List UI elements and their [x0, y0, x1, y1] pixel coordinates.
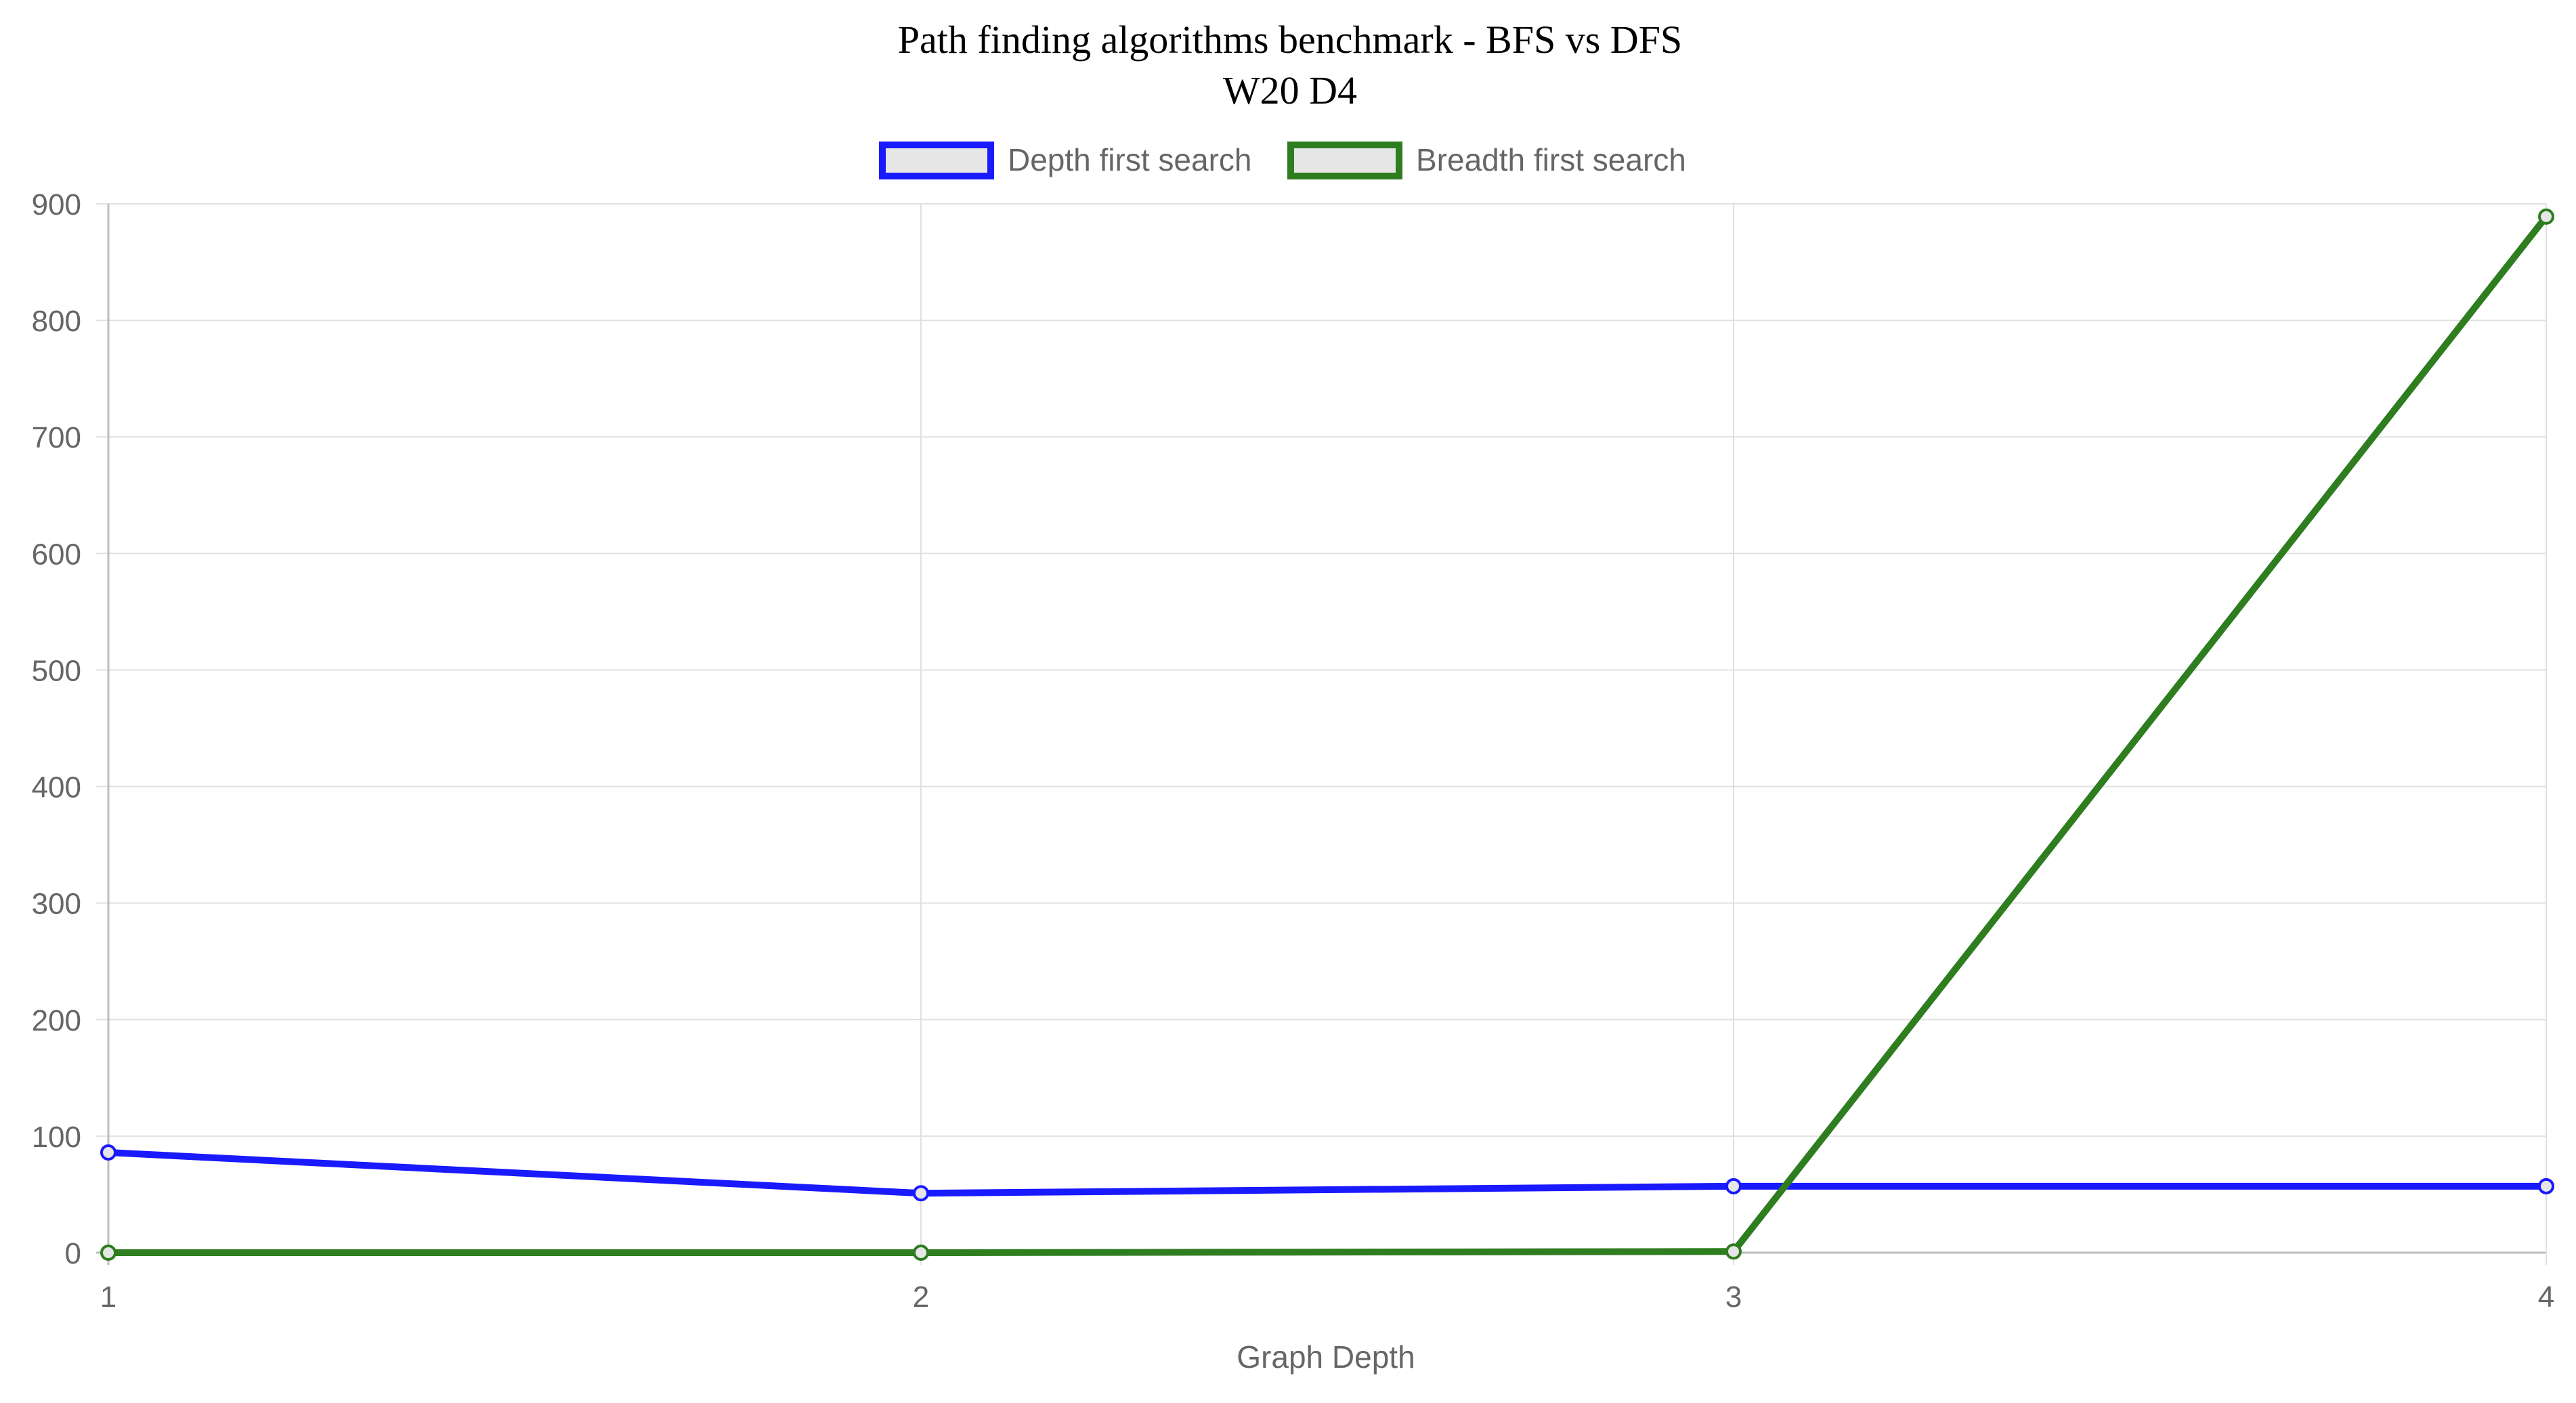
series-line-1 [105, 1148, 2550, 1197]
x-tick-label: 3 [1725, 1280, 1742, 1314]
legend-item-1[interactable]: Depth first search [879, 142, 1251, 179]
legend[interactable]: Depth first search Breadth first search [879, 142, 1686, 179]
y-tick-label: 200 [32, 1004, 81, 1037]
data-points [100, 208, 2554, 1261]
tick-labels: 0 100 200 300 400 500 600 700 800 900 1 2 3 4 [32, 188, 2555, 1314]
data-point-series-1 [913, 1185, 929, 1202]
y-tick-label: 400 [32, 771, 81, 804]
chart-title: Path finding algorithms benchmark - BFS … [898, 18, 1682, 62]
data-point-series-1 [2538, 1178, 2554, 1194]
legend-label: Depth first search [1008, 142, 1251, 177]
series-lines [105, 213, 2550, 1256]
data-point-series-2 [2538, 208, 2554, 225]
data-point-series-2 [1725, 1243, 1742, 1260]
x-axis-title: Graph Depth [1237, 1339, 1415, 1375]
y-tick-label: 700 [32, 421, 81, 454]
y-tick-label: 300 [32, 888, 81, 921]
legend-swatch [879, 142, 994, 179]
legend-label: Breadth first search [1416, 142, 1686, 177]
y-tick-label: 0 [65, 1237, 81, 1270]
y-tick-label: 100 [32, 1121, 81, 1154]
x-tick-label: 2 [913, 1280, 929, 1314]
chart-subtitle: W20 D4 [1223, 68, 1357, 112]
x-tick-label: 4 [2538, 1280, 2554, 1314]
data-point-series-1 [100, 1144, 116, 1161]
legend-item-2[interactable]: Breadth first search [1287, 142, 1686, 179]
y-tick-label: 900 [32, 188, 81, 221]
legend-swatch [1287, 142, 1402, 179]
data-point-series-2 [100, 1245, 116, 1261]
y-tick-label: 800 [32, 305, 81, 338]
series-line-2 [105, 213, 2550, 1256]
y-tick-label: 600 [32, 538, 81, 571]
data-point-series-1 [1725, 1178, 1742, 1194]
data-point-series-2 [913, 1245, 929, 1261]
y-tick-label: 500 [32, 654, 81, 687]
grid-lines [96, 203, 2547, 1265]
x-tick-label: 1 [100, 1280, 116, 1314]
